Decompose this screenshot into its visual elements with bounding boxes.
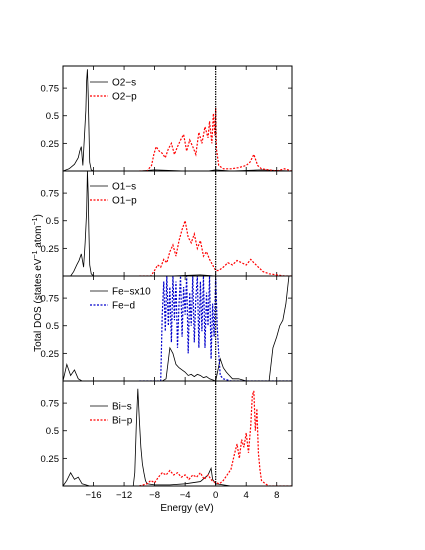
series-group	[63, 276, 292, 381]
series-line-fe-sx10	[63, 276, 292, 381]
x-axis-tick-labels: −16 −12 −8 −4 0 4 8	[85, 490, 279, 501]
y-tick-label: 0.75	[41, 189, 60, 200]
legend-label: Bi−s	[112, 402, 132, 413]
legend-label: Bi−p	[112, 416, 133, 427]
x-tick-label: −4	[180, 490, 191, 501]
series-line-o1-p	[139, 218, 292, 276]
series-group	[63, 171, 292, 276]
y-axis-label-end: )	[33, 214, 44, 217]
x-tick-label: 4	[244, 490, 249, 501]
y-axis-label-mid: atom	[33, 225, 44, 250]
legend-label: O2−s	[112, 78, 136, 89]
series-group	[63, 69, 292, 171]
dos-panel-2: 0.25 0.5 0.75 O1−s O1−p	[41, 170, 293, 277]
x-tick-label: −16	[85, 490, 101, 501]
y-tick-label: 0.25	[41, 244, 60, 255]
y-tick-label: 0.5	[46, 426, 59, 437]
y-tick-label: 0.75	[41, 399, 60, 410]
y-tick-label: 0.25	[41, 349, 60, 360]
y-tick-label: 0.25	[41, 139, 60, 150]
legend-label: O2−p	[112, 92, 137, 103]
series-line-o2-p	[139, 107, 292, 171]
x-tick-label: −12	[116, 490, 132, 501]
y-tick-label: 0.5	[46, 111, 59, 122]
series-line-bi-p	[139, 390, 292, 486]
dos-panel-4: 0.25 0.5 0.75 Bi−s Bi−p	[41, 380, 293, 487]
y-tick-label: 0.5	[46, 321, 59, 332]
y-tick-label: 0.75	[41, 84, 60, 95]
y-tick-label: 0.25	[41, 454, 60, 465]
x-tick-label: 8	[274, 490, 279, 501]
x-tick-label: −8	[149, 490, 160, 501]
dos-panel-3: 0.25 0.5 0.75 Fe−sx10 Fe−d	[41, 275, 293, 382]
y-axis-label-main: Total DOS (states eV	[33, 258, 44, 352]
panel-frame	[62, 170, 293, 277]
series-line-o1-s	[63, 171, 292, 276]
y-tick-label: 0.5	[46, 216, 59, 227]
legend-label: Fe−d	[112, 301, 135, 312]
y-axis-label: Total DOS (states eV−1 atom−1)	[32, 214, 44, 352]
panel-frame	[62, 380, 293, 487]
y-axis-label-sup2: −1	[32, 217, 39, 225]
series-line-o2-s	[63, 69, 292, 171]
dos-panels: 0.250.50.75O2−sO2−p0.250.50.75O1−sO1−p0.…	[41, 65, 293, 487]
legend-label: O1−p	[112, 196, 137, 207]
series-group	[63, 388, 292, 486]
x-axis-label: Energy (eV)	[160, 503, 213, 514]
legend-label: O1−s	[112, 182, 136, 193]
x-tick-label: 0	[213, 490, 218, 501]
legend-label: Fe−sx10	[112, 287, 151, 298]
series-line-fe-d	[139, 276, 292, 381]
dos-panel-1: 0.25 0.5 0.75 O2−s O2−p	[41, 65, 293, 172]
y-tick-label: 0.75	[41, 294, 60, 305]
y-axis-label-sup1: −1	[32, 250, 39, 258]
panel-frame	[62, 275, 293, 382]
